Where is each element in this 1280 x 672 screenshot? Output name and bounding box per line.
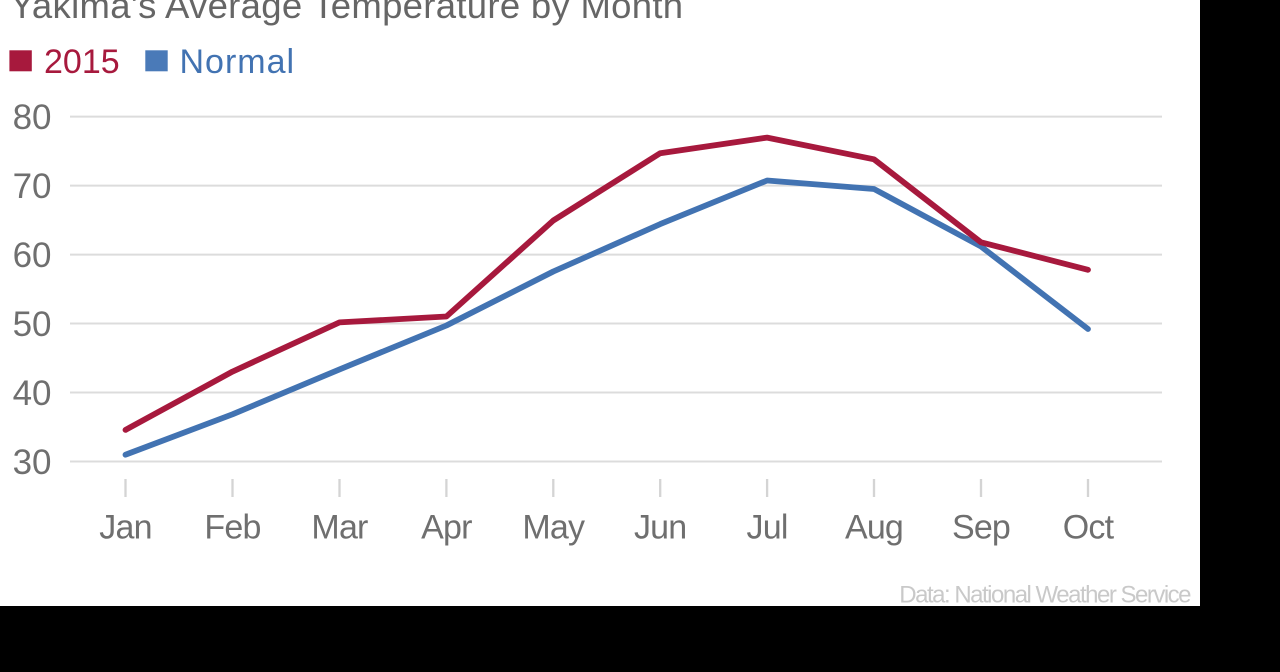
svg-text:May: May [522, 509, 585, 547]
svg-text:30: 30 [13, 443, 52, 482]
svg-text:Sep: Sep [952, 509, 1010, 547]
svg-text:Feb: Feb [204, 509, 260, 547]
svg-text:Normal: Normal [180, 43, 296, 81]
svg-text:Data: National Weather Service: Data: National Weather Service [899, 582, 1191, 607]
svg-text:Jun: Jun [634, 509, 686, 547]
svg-text:Jul: Jul [747, 509, 788, 547]
svg-text:2015: 2015 [44, 43, 120, 81]
svg-text:Oct: Oct [1063, 509, 1115, 547]
svg-text:80: 80 [13, 98, 52, 137]
svg-text:Jan: Jan [99, 509, 151, 547]
svg-text:40: 40 [13, 374, 52, 413]
svg-text:60: 60 [13, 236, 52, 275]
svg-text:70: 70 [13, 167, 52, 206]
svg-text:50: 50 [13, 305, 52, 344]
svg-text:Mar: Mar [311, 509, 368, 547]
svg-text:Apr: Apr [421, 509, 472, 547]
svg-text:Yakima's Average Temperature b: Yakima's Average Temperature by Month [10, 0, 683, 26]
svg-text:Aug: Aug [845, 509, 903, 547]
